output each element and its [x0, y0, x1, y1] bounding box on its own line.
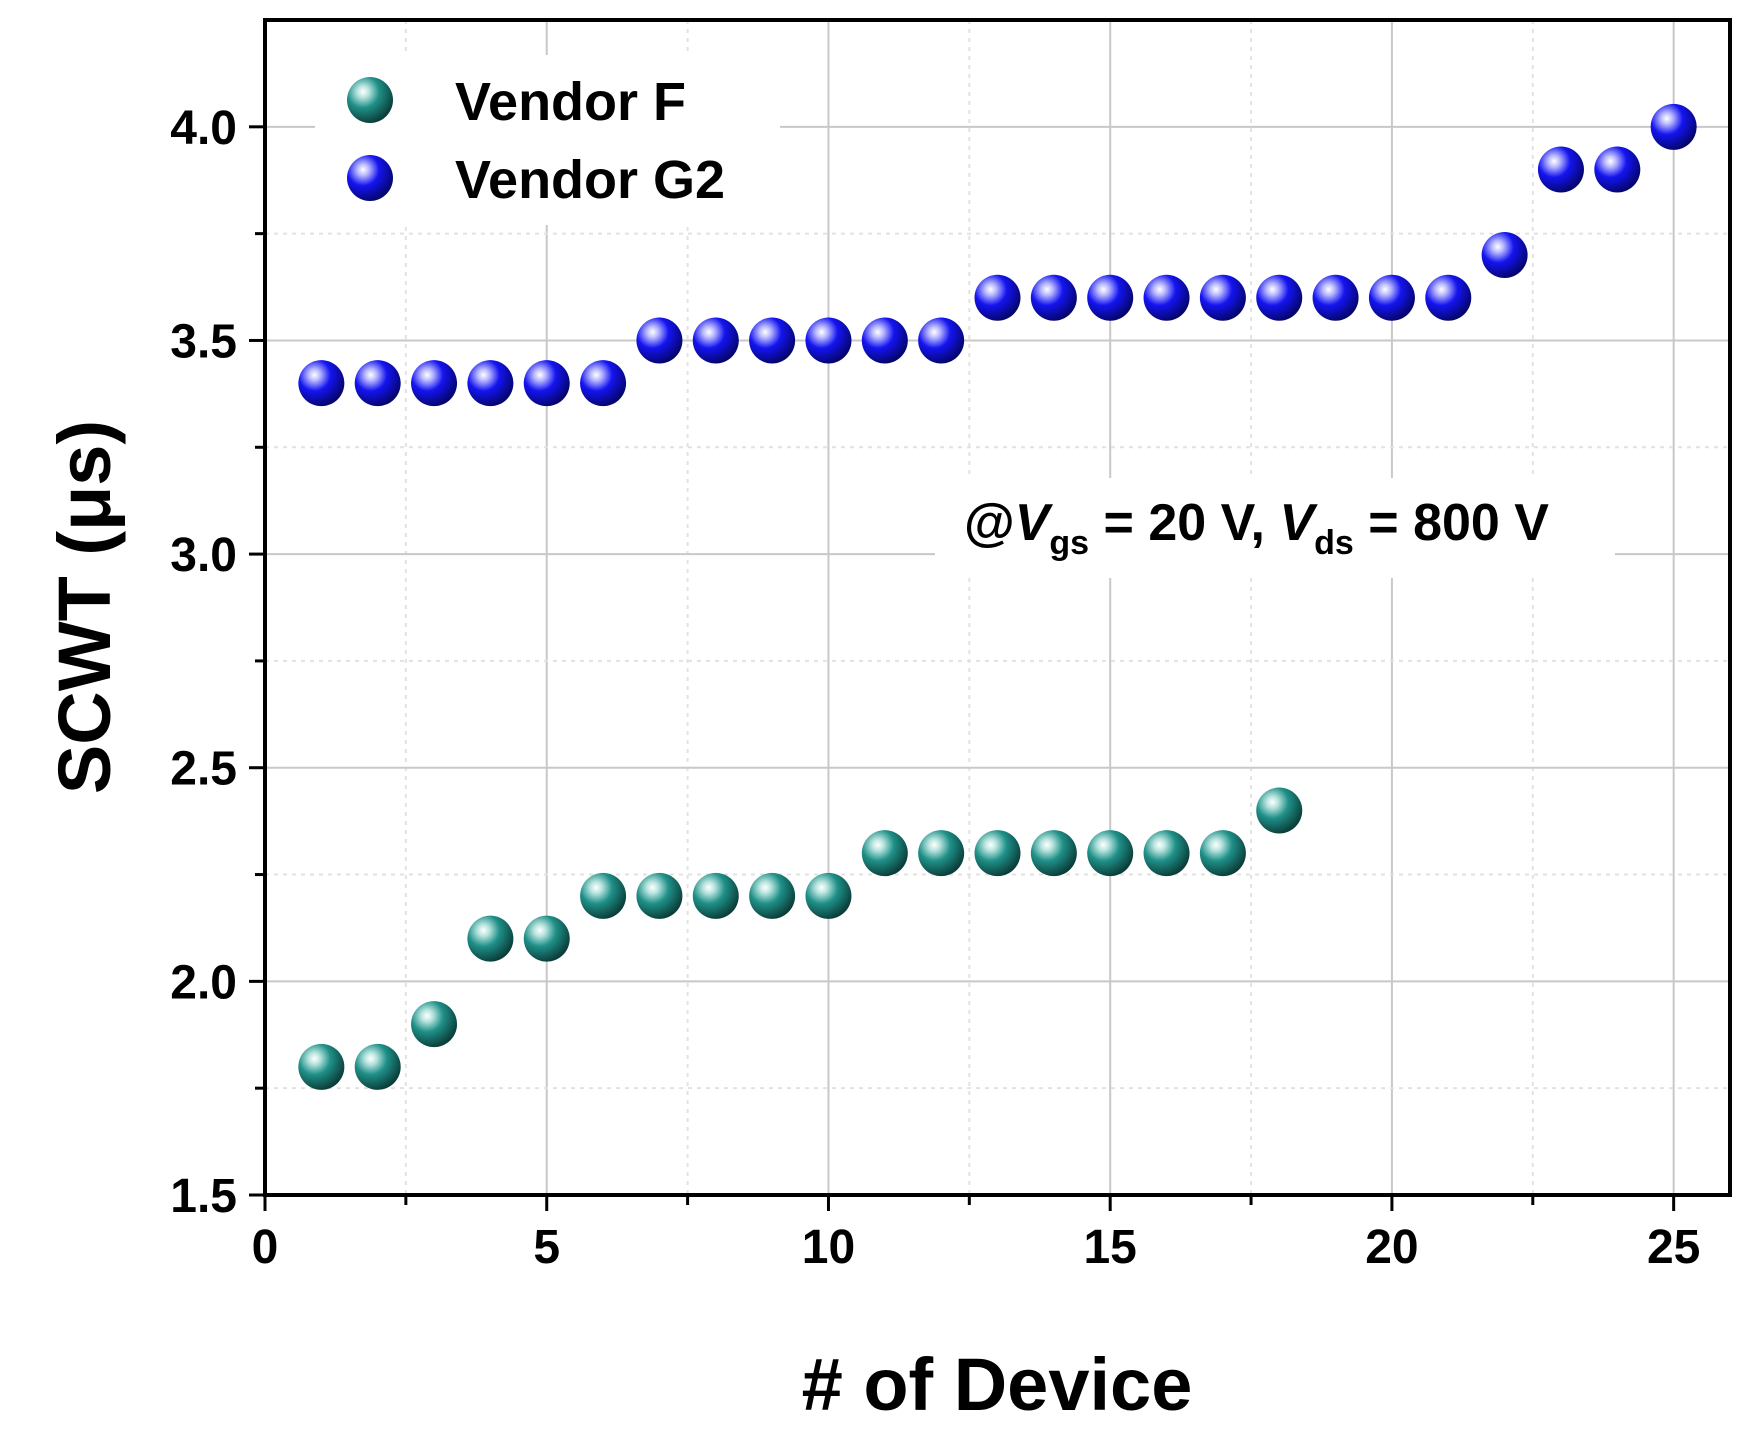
point-vendor-f: [580, 872, 627, 919]
legend-label-vendor-f: Vendor F: [455, 72, 686, 132]
point-vendor-g2: [1650, 103, 1697, 150]
point-vendor-f: [1256, 787, 1303, 834]
point-vendor-g2: [636, 317, 683, 364]
point-vendor-g2: [298, 360, 345, 407]
y-tick-label: 2.0: [170, 956, 237, 1009]
x-tick-label: 5: [533, 1221, 560, 1274]
point-vendor-g2: [1143, 274, 1190, 321]
point-vendor-g2: [805, 317, 852, 364]
y-tick-label: 3.5: [170, 315, 237, 368]
point-vendor-g2: [580, 360, 627, 407]
point-vendor-f: [974, 830, 1021, 877]
y-tick-label: 1.5: [170, 1170, 237, 1223]
x-tick-label: 15: [1083, 1221, 1136, 1274]
axis-ticks: [249, 125, 1676, 1211]
point-vendor-g2: [692, 317, 739, 364]
annotation-background: [935, 478, 1615, 578]
y-tick-labels: 1.5 2.0 2.5 3.0 3.5 4.0: [170, 102, 237, 1223]
point-vendor-f: [692, 872, 739, 919]
plot-area: 0 5 10 15 20 25 1.5 2.0 2.5 3.0 3.5 4.0 @Vgs = 20 …: [170, 18, 1732, 1274]
point-vendor-g2: [1199, 274, 1246, 321]
y-axis-title: SCWT (μs): [43, 420, 126, 794]
x-tick-label: 20: [1365, 1221, 1418, 1274]
point-vendor-g2: [411, 360, 458, 407]
point-vendor-g2: [1368, 274, 1415, 321]
x-tick-label: 10: [802, 1221, 855, 1274]
point-vendor-f: [636, 872, 683, 919]
point-vendor-f: [1030, 830, 1077, 877]
point-vendor-g2: [1594, 146, 1641, 193]
data-points: [298, 103, 1697, 1090]
point-vendor-g2: [974, 274, 1021, 321]
point-vendor-f: [1143, 830, 1190, 877]
point-vendor-g2: [918, 317, 965, 364]
point-vendor-g2: [1537, 146, 1584, 193]
point-vendor-g2: [1087, 274, 1134, 321]
point-vendor-f: [861, 830, 908, 877]
point-vendor-g2: [1425, 274, 1472, 321]
point-vendor-g2: [1256, 274, 1303, 321]
y-tick-label: 4.0: [170, 102, 237, 155]
legend-marker-vendor-g2: [347, 155, 393, 201]
plot-frame: [263, 18, 1732, 1197]
annotation-text: @Vgs = 20 V, Vds = 800 V: [964, 494, 1549, 562]
x-axis-title: # of Device: [802, 1343, 1193, 1426]
y-tick-label: 3.0: [170, 529, 237, 582]
point-vendor-f: [749, 872, 796, 919]
point-vendor-f: [298, 1043, 345, 1090]
point-vendor-f: [523, 915, 570, 962]
y-tick-label: 2.5: [170, 743, 237, 796]
legend-marker-vendor-f: [347, 77, 393, 123]
point-vendor-f: [354, 1043, 401, 1090]
point-vendor-g2: [354, 360, 401, 407]
point-vendor-f: [918, 830, 965, 877]
point-vendor-g2: [1030, 274, 1077, 321]
x-tick-labels: 0 5 10 15 20 25: [252, 1221, 1701, 1274]
point-vendor-g2: [861, 317, 908, 364]
x-tick-label: 25: [1647, 1221, 1700, 1274]
point-vendor-g2: [1312, 274, 1359, 321]
point-vendor-g2: [523, 360, 570, 407]
point-vendor-f: [805, 872, 852, 919]
point-vendor-f: [1199, 830, 1246, 877]
point-vendor-f: [467, 915, 514, 962]
point-vendor-g2: [749, 317, 796, 364]
point-vendor-g2: [1481, 232, 1528, 278]
legend: Vendor F Vendor G2: [315, 55, 780, 225]
x-tick-label: 0: [252, 1221, 279, 1274]
point-vendor-g2: [467, 360, 514, 407]
legend-background: [315, 55, 780, 225]
point-vendor-f: [1087, 830, 1134, 877]
point-vendor-f: [411, 1001, 458, 1048]
legend-label-vendor-g2: Vendor G2: [455, 150, 725, 210]
